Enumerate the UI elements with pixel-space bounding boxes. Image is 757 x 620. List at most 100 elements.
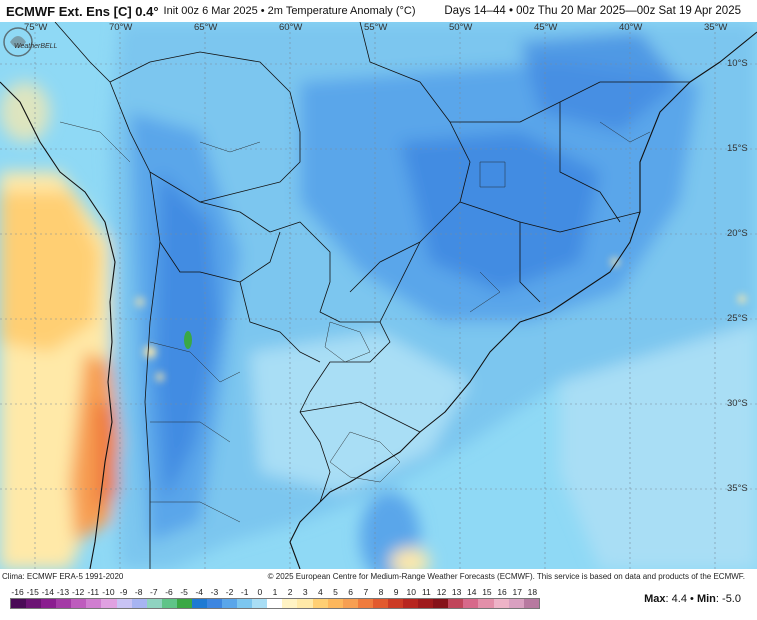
colorbar-swatch: [463, 599, 479, 608]
colorbar-tick-label: -8: [134, 587, 143, 597]
state-borders: [59, 121, 651, 523]
colorbar-swatch: [327, 599, 343, 608]
colorbar-tick-label: 4: [318, 587, 323, 597]
logo-text: WeatherBELL: [14, 43, 58, 50]
graticule: [0, 22, 757, 569]
colorbar-swatch: [11, 599, 27, 608]
model-title: ECMWF Ext. Ens [C] 0.4°: [6, 3, 159, 19]
colorbar-tick-label: 7: [363, 587, 369, 597]
colorbar-tick-label: -2: [225, 587, 234, 597]
colorbar-tick-label: 6: [348, 587, 354, 597]
colorbar-tick-label: -16: [11, 587, 24, 597]
map-header: ECMWF Ext. Ens [C] 0.4° Init 00z 6 Mar 2…: [0, 0, 757, 22]
colorbar-tick-label: -13: [56, 587, 70, 597]
colorbar-swatch: [282, 599, 298, 608]
lon-label-35w: 35°W: [704, 22, 728, 33]
climatology-credit: Clima: ECMWF ERA-5 1991-2020: [2, 572, 124, 581]
colorbar-tick-label: 12: [436, 587, 447, 597]
colorbar-swatch: [357, 599, 373, 608]
colorbar-swatch: [116, 599, 132, 608]
max-min-separator: •: [690, 593, 694, 605]
colorbar-tick-label: 15: [482, 587, 492, 597]
lon-label-70w: 70°W: [109, 22, 133, 33]
max-label: Max: [644, 593, 666, 605]
valid-range: Days 14–44 • 00z Thu 20 Mar 2025—00z Sat…: [444, 5, 741, 17]
lat-label-20s: 20°S: [727, 228, 748, 239]
colorbar-tick-label: 8: [378, 587, 384, 597]
lat-label-15s: 15°S: [727, 143, 748, 154]
lat-label-30s: 30°S: [727, 398, 748, 409]
colorbar-tick-label: -6: [165, 587, 173, 597]
colorbar-tick-label: -3: [210, 587, 219, 597]
colorbar-swatch: [207, 599, 223, 608]
colorbar-tick-label: -11: [87, 587, 100, 597]
colorbar-tick-label: 3: [302, 587, 308, 597]
colorbar-swatch: [131, 599, 147, 608]
colorbar-swatch: [478, 599, 494, 608]
colorbar-swatch: [508, 599, 524, 608]
colorbar-swatch: [342, 599, 358, 608]
colorbar-tick-label: 11: [421, 587, 431, 597]
lon-label-75w: 75°W: [24, 22, 48, 33]
colorbar-swatch: [387, 599, 404, 608]
colorbar-swatch: [252, 599, 268, 608]
colorbar-swatch: [41, 599, 57, 608]
lat-label-35s: 35°S: [727, 483, 748, 494]
country-borders: [54, 22, 690, 569]
colorbar-swatch: [312, 599, 328, 608]
colorbar-tick-label: -9: [119, 587, 128, 597]
credits-bar: Clima: ECMWF ERA-5 1991-2020 © 2025 Euro…: [0, 570, 757, 584]
max-value: 4.4: [671, 593, 687, 605]
colorbar-tick-label: 1: [272, 587, 278, 597]
coastlines: [0, 31, 757, 569]
anomaly-map[interactable]: 75°W 70°W 65°W 60°W 55°W 50°W 45°W 40°W …: [0, 22, 757, 569]
colorbar-swatch: [267, 599, 283, 608]
init-info: Init 00z 6 Mar 2025 • 2m Temperature Ano…: [163, 5, 416, 17]
colorbar-tick-label: 9: [393, 587, 399, 597]
colorbar-tick-label: 5: [333, 587, 338, 597]
colorbar-swatch: [101, 599, 117, 608]
colorbar-tick-label: -15: [26, 587, 39, 597]
colorbar-swatch: [222, 599, 238, 608]
colorbar-swatch: [161, 599, 177, 608]
colorbar-tick-label: -10: [102, 587, 115, 597]
colorbar-swatch: [403, 599, 419, 608]
lon-label-65w: 65°W: [194, 22, 218, 33]
colorbar-labels: -16 -15 -14 -13 -12 -11 -10 -9 -8 -7 -6 -5 -4 -3 -2 -1 0…: [10, 587, 540, 598]
colorbar-swatch: [237, 599, 253, 608]
colorbar-swatch: [86, 599, 102, 608]
strong-cold-spot: [184, 331, 192, 349]
colorbar-tick-label: 16: [497, 587, 507, 597]
colorbar-tick-label: 14: [467, 587, 477, 597]
colorbar: [10, 598, 540, 609]
colorbar-swatch: [493, 599, 509, 608]
colorbar-tick-label: 0: [257, 587, 263, 597]
colorbar-swatch: [71, 599, 87, 608]
lat-label-10s: 10°S: [727, 58, 748, 69]
colorbar-tick-label: -14: [41, 587, 54, 597]
colorbar-tick-label: -4: [195, 587, 204, 597]
colorbar-swatch: [26, 599, 42, 608]
colorbar-swatch: [448, 599, 464, 608]
colorbar-swatch: [56, 599, 72, 608]
colorbar-swatch: [297, 599, 313, 608]
ecmwf-credit: © 2025 European Centre for Medium-Range …: [267, 572, 745, 581]
colorbar-swatch: [146, 599, 162, 608]
colorbar-swatch: [191, 599, 208, 608]
weatherbell-logo: WeatherBELL: [3, 27, 58, 57]
colorbar-swatch: [176, 599, 192, 608]
colorbar-tick-label: 18: [527, 587, 538, 597]
lon-label-45w: 45°W: [534, 22, 558, 33]
colorbar-swatch: [372, 599, 388, 608]
colorbar-swatch: [433, 599, 449, 608]
colorbar-tick-label: -5: [180, 587, 188, 597]
colorbar-tick-label: 13: [451, 587, 462, 597]
colorbar-tick-label: 17: [512, 587, 522, 597]
lon-label-60w: 60°W: [279, 22, 303, 33]
colorbar-tick-label: 2: [287, 587, 293, 597]
min-value: -5.0: [722, 593, 741, 605]
lat-label-25s: 25°S: [727, 313, 748, 324]
colorbar-tick-label: -1: [240, 587, 249, 597]
colorbar-tick-label: -7: [150, 587, 158, 597]
min-label: Min: [696, 593, 716, 605]
